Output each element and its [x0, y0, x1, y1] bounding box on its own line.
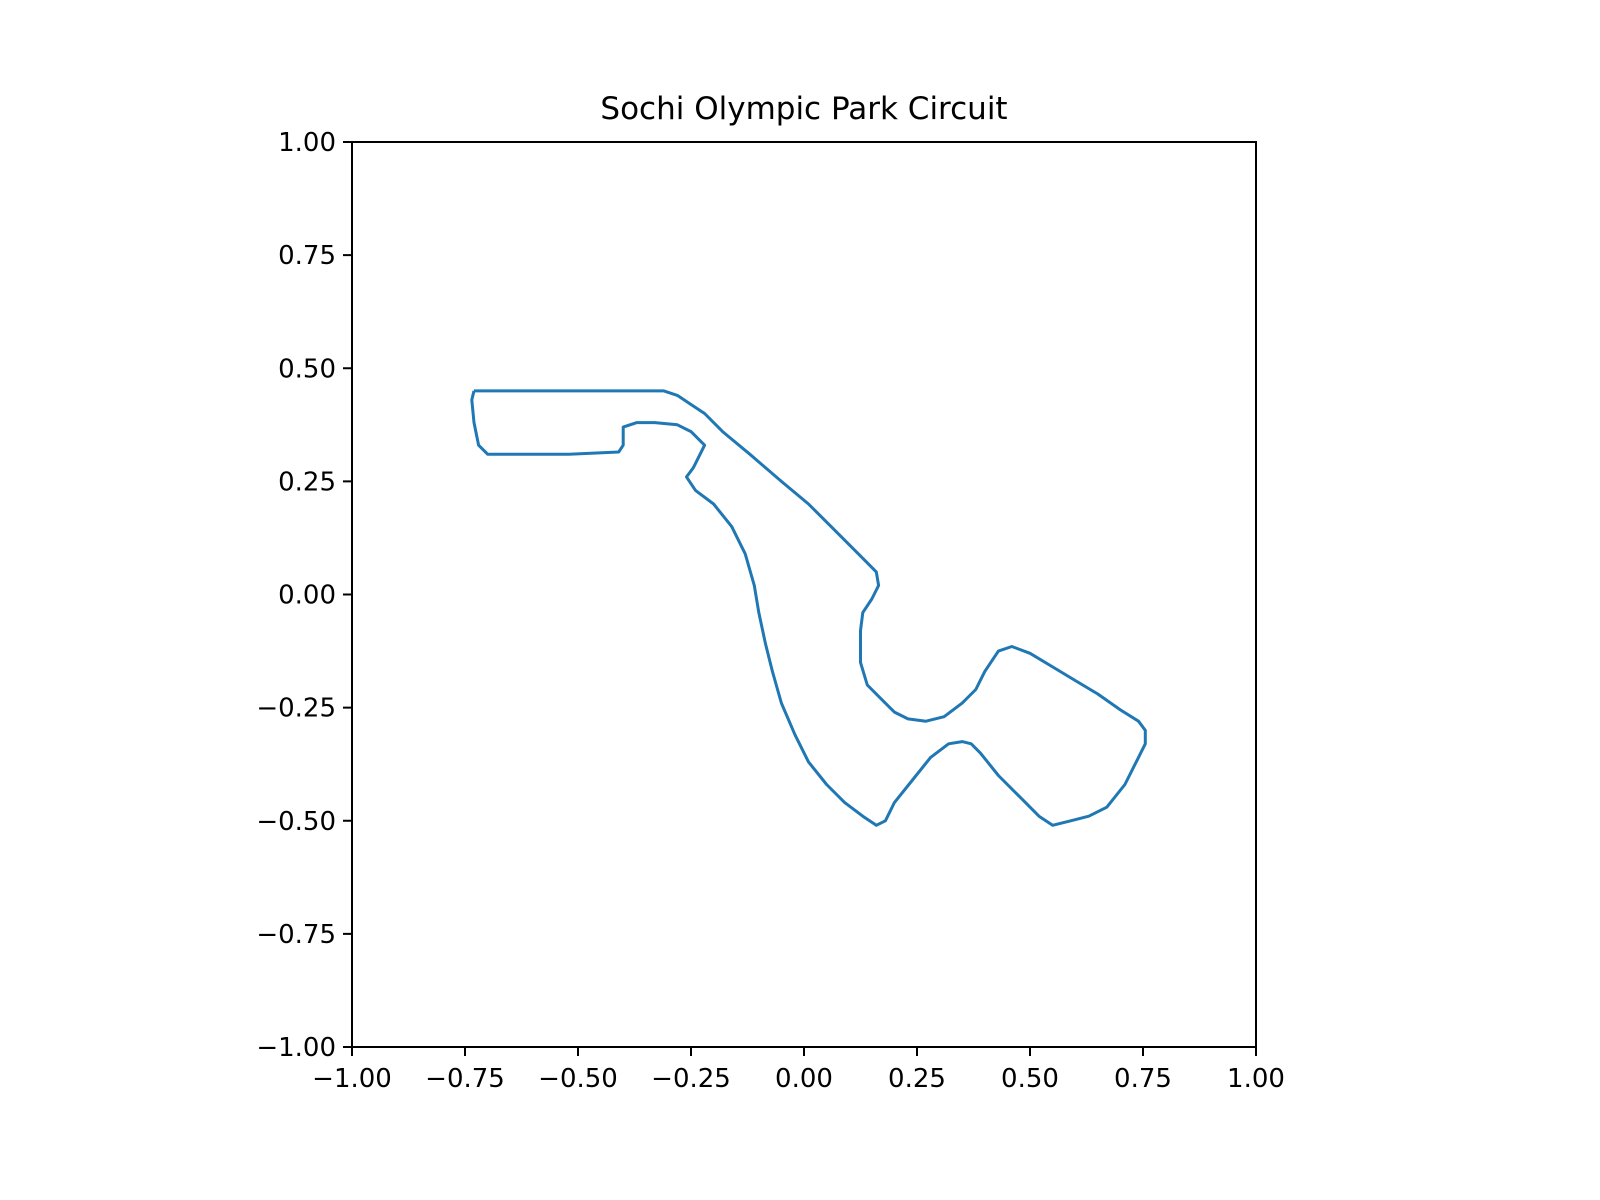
x-axis: −1.00 −0.75 −0.50 −0.25 0.00 0.25 0.50 0.75 1.00	[312, 1047, 1285, 1094]
x-tick-label: 0.25	[888, 1064, 946, 1094]
y-axis: 1.00 0.75 0.50 0.25 0.00 −0.25 −0.50 −0.75 −1.00	[256, 128, 352, 1063]
y-tick-label: −0.25	[256, 694, 336, 724]
x-tick-label: 0.75	[1114, 1064, 1172, 1094]
x-tick-label: −0.25	[651, 1064, 731, 1094]
y-tick-label: 0.25	[278, 467, 336, 497]
y-tick-label: −0.50	[256, 807, 336, 837]
y-tick-label: 0.50	[278, 354, 336, 384]
plot-area	[470, 389, 1147, 827]
axes-frame	[351, 141, 1257, 1048]
x-tick-label: 0.00	[775, 1064, 833, 1094]
y-tick-label: 0.75	[278, 241, 336, 271]
y-tick-label: 0.00	[278, 581, 336, 611]
series-line-0	[470, 389, 1147, 827]
chart-title: Sochi Olympic Park Circuit	[600, 91, 1007, 127]
x-tick-label: 0.50	[1001, 1064, 1059, 1094]
x-tick-label: −1.00	[312, 1064, 392, 1094]
y-tick-label: −1.00	[256, 1033, 336, 1063]
x-tick-label: −0.75	[425, 1064, 505, 1094]
y-tick-label: −0.75	[256, 920, 336, 950]
x-tick-label: −0.50	[538, 1064, 618, 1094]
x-tick-label: 1.00	[1227, 1064, 1285, 1094]
y-tick-label: 1.00	[278, 128, 336, 158]
